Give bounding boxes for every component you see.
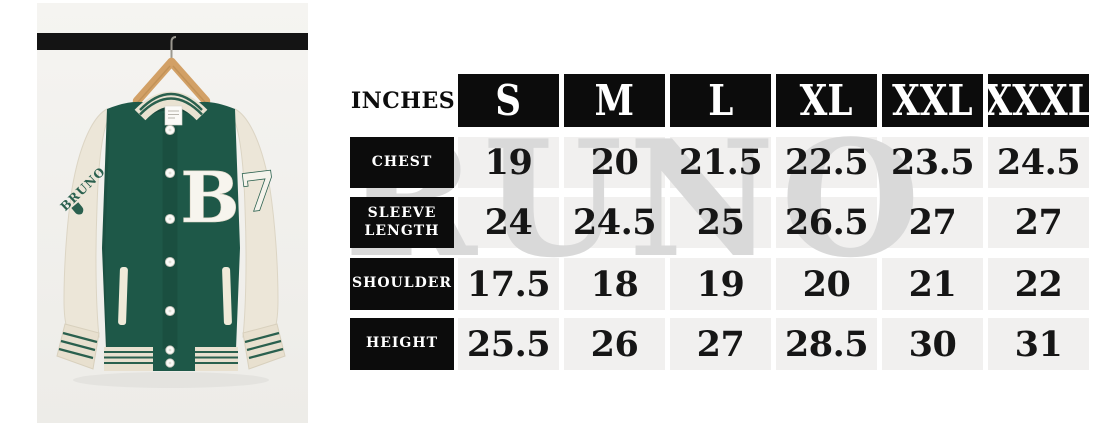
cell-bg — [882, 197, 983, 248]
cell-bg — [458, 318, 559, 370]
row-label-text: SLEEVE LENGTH — [364, 205, 440, 239]
collar-stripe-2 — [139, 97, 203, 116]
cell-bg — [564, 318, 665, 370]
cell-bg — [776, 137, 877, 188]
sleeve-number: 7 — [237, 160, 280, 225]
cell-bg — [988, 197, 1089, 248]
hanger-hook-icon — [170, 36, 177, 65]
column-header-label: XL — [800, 76, 853, 125]
row-label-height: HEIGHT — [350, 318, 454, 370]
cell-value: 21 — [908, 263, 957, 305]
column-header-label: XXL — [892, 76, 973, 125]
left-pocket-welt — [118, 266, 128, 326]
cell-value: 25 — [696, 202, 745, 243]
cell-value: 24.5 — [572, 202, 657, 243]
cell-bg — [670, 258, 771, 310]
cell-value: 24 — [484, 202, 533, 243]
column-header-xl: XL — [776, 74, 877, 127]
cell-bg — [776, 318, 877, 370]
column-header-m: M — [564, 74, 665, 127]
row-label-text: SHOULDER — [351, 275, 453, 292]
cell-value: 25.5 — [466, 323, 551, 365]
cell-bg — [670, 318, 771, 370]
cell-bg — [670, 137, 771, 188]
column-header-xxl: XXL — [882, 74, 983, 127]
cell-value: 31 — [1014, 323, 1063, 365]
product-photo-illustration: B 7 BRUNO — [35, 3, 310, 423]
column-header-label: XXXL — [984, 76, 1093, 125]
wooden-hanger-shade — [137, 65, 206, 103]
cell-value: 28.5 — [784, 323, 869, 365]
cell-bg — [988, 137, 1089, 188]
cell-value: 27 — [908, 202, 957, 243]
cell-bg — [670, 197, 771, 248]
column-header-label: L — [707, 76, 734, 125]
left-sleeve — [63, 108, 111, 338]
right-pocket-welt — [222, 266, 232, 326]
unit-label: INCHES — [350, 88, 456, 114]
sleeve-logo-icon — [71, 202, 84, 215]
snap-button-centers — [168, 128, 172, 365]
row-label-text: HEIGHT — [365, 335, 439, 352]
cell-bg — [776, 197, 877, 248]
cell-value: 17.5 — [466, 263, 551, 305]
cell-bg — [564, 137, 665, 188]
right-sleeve — [231, 108, 279, 338]
product-photo: B 7 BRUNO — [35, 3, 310, 423]
cell-value: 21.5 — [678, 142, 763, 183]
cell-bg — [458, 137, 559, 188]
cell-bg — [988, 318, 1089, 370]
neck-label — [164, 105, 183, 126]
cell-bg — [988, 258, 1089, 310]
cell-value: 19 — [696, 263, 745, 305]
row-label-sleeve-length: SLEEVE LENGTH — [350, 197, 454, 248]
column-header-xxxl: XXXL — [984, 74, 1093, 127]
cell-value: 20 — [590, 142, 639, 183]
right-cuff-rib — [242, 323, 286, 370]
column-header-l: L — [670, 74, 771, 127]
row-label-chest: CHEST — [350, 137, 454, 188]
column-header-s: S — [458, 74, 559, 127]
cell-value: 19 — [484, 142, 533, 183]
cell-value: 23.5 — [890, 142, 975, 183]
cell-bg — [458, 258, 559, 310]
row-label-text: CHEST — [371, 153, 433, 170]
cell-value: 26 — [590, 323, 639, 365]
wooden-hanger — [132, 57, 211, 106]
left-cuff-rib — [56, 323, 100, 370]
column-header-label: S — [495, 76, 522, 125]
cell-value: 30 — [908, 323, 957, 365]
cell-bg — [776, 258, 877, 310]
column-header-label: M — [594, 76, 635, 125]
varsity-jacket: B 7 BRUNO — [56, 91, 286, 371]
row-label-shoulder: SHOULDER — [350, 258, 454, 310]
letter-patch: B — [180, 156, 239, 239]
cell-value: 22.5 — [784, 142, 869, 183]
cell-bg — [882, 137, 983, 188]
body-side-shade — [102, 109, 110, 349]
cell-value: 20 — [802, 263, 851, 305]
cell-bg — [564, 258, 665, 310]
cell-value: 27 — [696, 323, 745, 365]
collar-stripe-1 — [139, 92, 203, 111]
cell-bg — [458, 197, 559, 248]
cell-value: 27 — [1014, 202, 1063, 243]
soft-shadow — [73, 372, 269, 388]
cell-value: 18 — [590, 263, 639, 305]
cell-bg — [882, 318, 983, 370]
cell-bg — [882, 258, 983, 310]
cell-bg — [564, 197, 665, 248]
cell-value: 26.5 — [784, 202, 869, 243]
cell-value: 22 — [1014, 263, 1063, 305]
cell-value: 24.5 — [996, 142, 1081, 183]
